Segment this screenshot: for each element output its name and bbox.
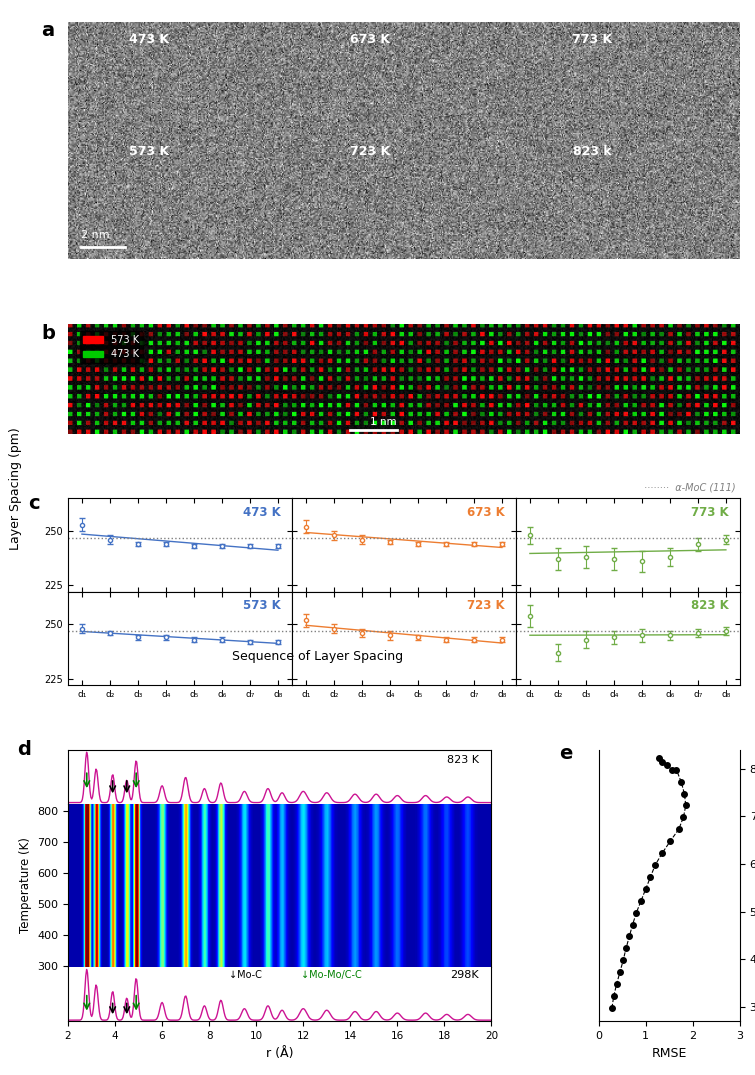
Text: 573 K: 573 K (128, 145, 168, 158)
Text: d: d (17, 740, 31, 759)
Text: b: b (41, 324, 55, 343)
Text: 773 K: 773 K (572, 33, 612, 46)
Text: ↓Mo-C: ↓Mo-C (229, 970, 262, 979)
Text: 823 K: 823 K (691, 599, 729, 613)
Text: ↓Mo-Mo/C-C: ↓Mo-Mo/C-C (301, 970, 362, 979)
Text: Layer Spacing (pm): Layer Spacing (pm) (8, 428, 22, 550)
Text: c: c (28, 493, 39, 513)
Text: 573 K: 573 K (243, 599, 281, 613)
Legend: 573 K, 473 K: 573 K, 473 K (79, 331, 143, 363)
Text: 1 nm: 1 nm (371, 417, 397, 427)
Text: 823 k: 823 k (573, 145, 612, 158)
Y-axis label: Temperature (K): Temperature (K) (19, 837, 32, 933)
Text: 723 K: 723 K (467, 599, 504, 613)
Text: a: a (41, 22, 54, 41)
Text: Sequence of Layer Spacing: Sequence of Layer Spacing (232, 650, 402, 663)
Text: 773 K: 773 K (691, 506, 729, 519)
Text: ········  α-MoC (111): ········ α-MoC (111) (644, 483, 735, 492)
Text: 473 K: 473 K (243, 506, 281, 519)
Text: e: e (559, 744, 572, 763)
Text: 2 nm: 2 nm (82, 230, 110, 240)
Text: 823 K: 823 K (447, 755, 479, 765)
X-axis label: r (Å): r (Å) (266, 1047, 294, 1060)
Text: 673 K: 673 K (467, 506, 504, 519)
Text: 723 K: 723 K (350, 145, 390, 158)
Text: 298K: 298K (450, 970, 479, 979)
Text: 673 K: 673 K (350, 33, 390, 46)
X-axis label: RMSE: RMSE (652, 1047, 687, 1060)
Text: 473 K: 473 K (128, 33, 168, 46)
